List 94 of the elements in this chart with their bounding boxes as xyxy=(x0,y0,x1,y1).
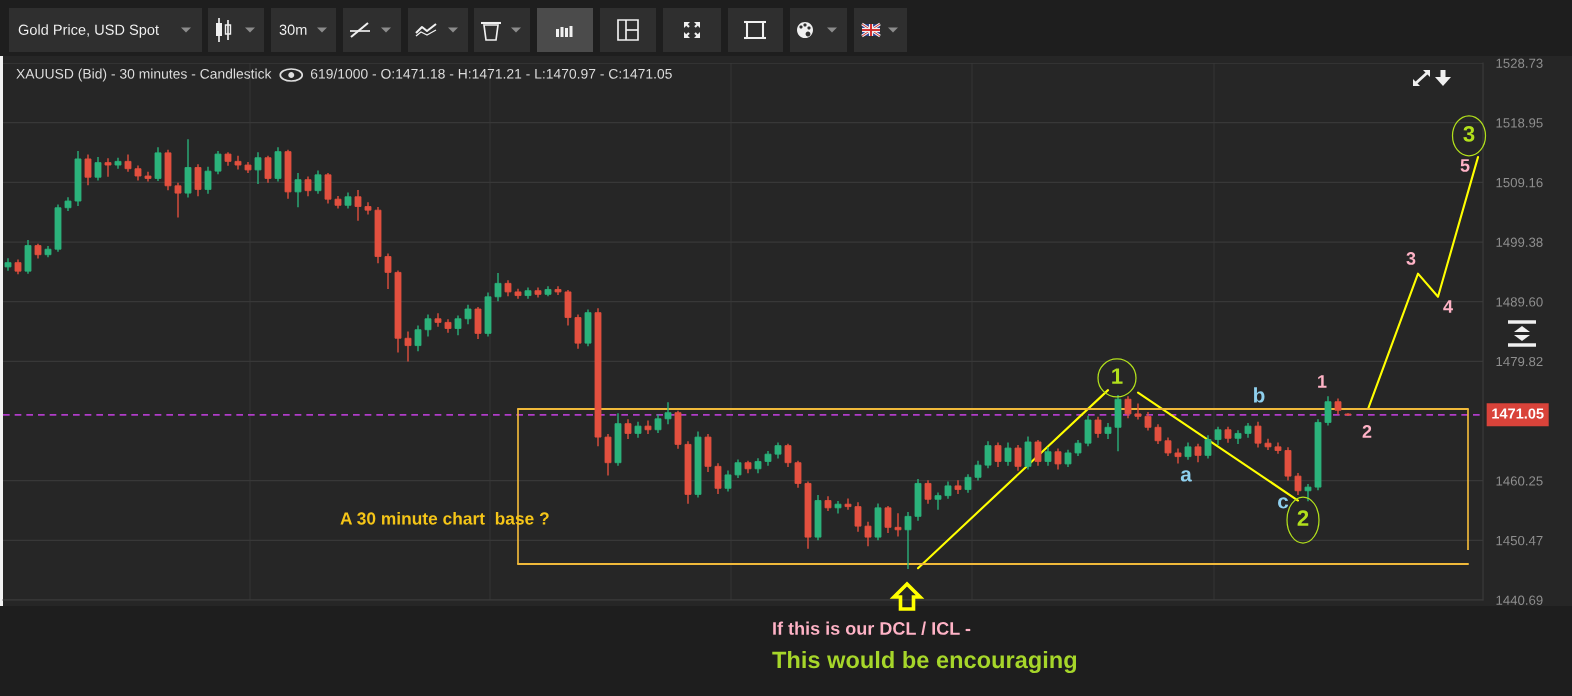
candlestick xyxy=(844,498,852,510)
candlestick xyxy=(1174,448,1182,464)
y-tick-label: 1499.38 xyxy=(1496,237,1543,247)
candlestick xyxy=(214,150,222,175)
candlestick xyxy=(84,154,92,186)
candlestick xyxy=(1104,422,1112,439)
y-tick-label: 1440.69 xyxy=(1496,595,1543,605)
candlestick xyxy=(354,189,362,221)
annotation: 1 xyxy=(1112,368,1123,384)
candlestick xyxy=(1324,396,1332,426)
candlestick xyxy=(174,182,182,218)
text: If this is our DCL / ICL - xyxy=(773,621,971,636)
candlestick xyxy=(984,441,992,469)
candlestick xyxy=(144,171,152,182)
candlestick xyxy=(434,313,442,327)
annotation: 3 xyxy=(1406,252,1416,265)
candlestick xyxy=(994,442,1002,468)
annotation: c xyxy=(1278,497,1289,509)
candlestick xyxy=(904,512,912,569)
ref-line-label: 1471.05 xyxy=(1492,408,1544,419)
candlestick xyxy=(624,419,632,439)
candlestick xyxy=(384,253,392,289)
candlestick xyxy=(294,172,302,208)
candlestick xyxy=(1204,435,1212,459)
candlestick xyxy=(234,155,242,170)
candlestick xyxy=(414,325,422,352)
candlestick xyxy=(934,492,942,510)
candlestick xyxy=(194,164,202,197)
candlestick xyxy=(864,521,872,547)
candlestick xyxy=(1264,438,1272,450)
candlestick xyxy=(724,470,732,492)
candlestick xyxy=(1254,421,1262,448)
candlestick xyxy=(1094,416,1102,438)
candlestick xyxy=(204,166,212,194)
annotation: b xyxy=(1254,387,1265,403)
annotation: a xyxy=(1180,470,1192,482)
line-series xyxy=(1366,156,1480,411)
candlestick xyxy=(974,460,982,481)
candlestick xyxy=(454,315,462,336)
candlestick xyxy=(794,460,802,488)
candlestick xyxy=(494,272,502,302)
candlestick xyxy=(424,314,432,337)
candlestick xyxy=(664,402,672,425)
candlestick xyxy=(4,258,12,271)
text: 30m xyxy=(279,24,307,35)
candlestick xyxy=(404,331,412,362)
text: Gold Price, USD Spot xyxy=(18,24,159,38)
candlestick xyxy=(104,158,112,177)
candlestick xyxy=(254,152,262,185)
chart-subtitle: 619/1000 - O:1471.18 - H:1471.21 - L:1470.97 - C:1471.05 xyxy=(310,68,672,79)
annotation: 5 xyxy=(1460,159,1470,172)
y-tick-label: 1528.73 xyxy=(1496,58,1543,68)
candlestick xyxy=(714,463,722,494)
candlestick xyxy=(834,501,842,514)
candlestick xyxy=(954,480,962,494)
candlestick xyxy=(1344,413,1352,416)
candlestick xyxy=(1274,442,1282,454)
candlestick xyxy=(364,202,372,215)
annotation: 2 xyxy=(1297,510,1309,526)
candlestick xyxy=(1124,396,1132,419)
annotation: 3 xyxy=(1463,126,1475,142)
candlestick xyxy=(94,157,102,181)
candlestick xyxy=(1294,472,1302,496)
y-tick-label: 1518.95 xyxy=(1496,118,1543,128)
candlestick xyxy=(644,420,652,435)
chart-title: XAUUSD (Bid) - 30 minutes - Candlestick xyxy=(16,68,272,82)
candlestick xyxy=(1034,440,1042,466)
candlestick xyxy=(554,286,562,296)
candlestick xyxy=(304,176,312,197)
annotation: 2 xyxy=(1362,425,1372,438)
annotation: 1 xyxy=(1318,375,1327,388)
candlestick xyxy=(784,443,792,468)
candlestick xyxy=(854,502,862,532)
candlestick xyxy=(264,155,272,183)
candlestick xyxy=(924,480,932,504)
candlestick xyxy=(1154,424,1162,444)
y-tick-label: 1460.25 xyxy=(1496,476,1543,486)
candlestick xyxy=(1014,444,1022,471)
candlestick xyxy=(884,505,892,533)
candlestick xyxy=(894,513,902,537)
candlestick xyxy=(1304,483,1312,502)
y-tick-label: 1479.82 xyxy=(1496,356,1543,367)
candlestick xyxy=(1084,415,1092,447)
text: This would be encouraging xyxy=(772,650,1077,674)
y-tick-label: 1489.60 xyxy=(1496,297,1543,307)
y-tick-label: 1450.47 xyxy=(1496,535,1543,546)
candlestick xyxy=(1234,430,1242,444)
candlestick xyxy=(314,170,322,194)
y-tick-label: 1509.16 xyxy=(1496,177,1543,188)
candlestick xyxy=(464,304,472,325)
candlestick xyxy=(1004,442,1012,466)
candlestick xyxy=(1054,448,1062,470)
annotation: 4 xyxy=(1443,300,1453,313)
candlestick xyxy=(1134,403,1142,420)
